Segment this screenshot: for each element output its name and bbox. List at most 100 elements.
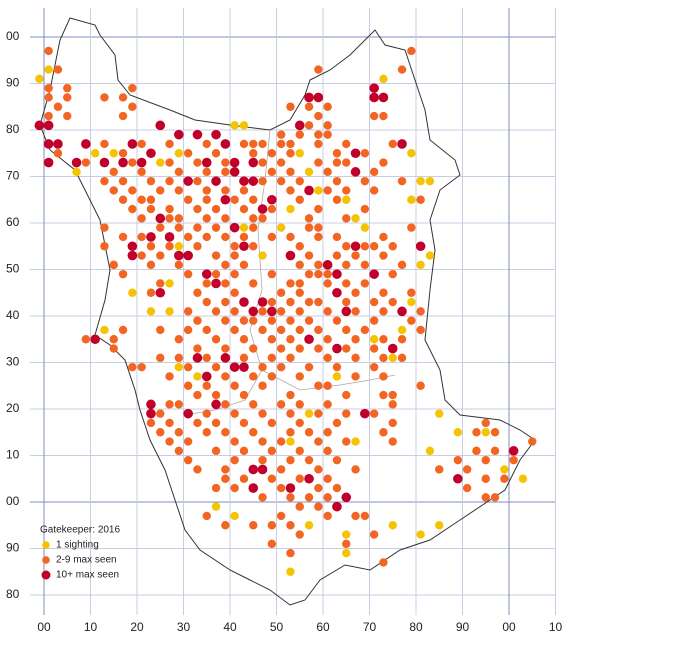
record-dot bbox=[351, 288, 360, 297]
record-dot bbox=[286, 297, 295, 307]
record-dot bbox=[230, 325, 239, 335]
record-dot bbox=[137, 167, 146, 177]
record-dot bbox=[416, 325, 425, 335]
record-dot bbox=[286, 567, 295, 576]
record-dot bbox=[193, 316, 202, 325]
record-dot bbox=[211, 269, 221, 279]
record-dot bbox=[342, 409, 351, 418]
record-dot bbox=[425, 176, 435, 186]
record-dot bbox=[127, 250, 138, 261]
record-dot bbox=[109, 149, 118, 158]
record-dot bbox=[379, 288, 388, 297]
record-dot bbox=[174, 149, 184, 158]
record-dot bbox=[258, 325, 267, 335]
record-dot bbox=[435, 521, 444, 530]
record-dot bbox=[249, 316, 258, 325]
record-dot bbox=[211, 399, 221, 410]
record-dot bbox=[202, 214, 211, 223]
y-label: 90 bbox=[6, 76, 20, 90]
record-dot bbox=[314, 381, 323, 390]
record-dot bbox=[360, 149, 370, 158]
record-dot bbox=[369, 242, 379, 251]
record-dot bbox=[221, 428, 230, 437]
legend-label: 1 sighting bbox=[56, 540, 99, 551]
record-dot bbox=[351, 307, 360, 316]
record-dot bbox=[267, 418, 277, 428]
record-dot bbox=[211, 307, 221, 316]
record-dot bbox=[397, 335, 407, 344]
record-dot bbox=[127, 241, 138, 252]
record-dot bbox=[155, 287, 166, 298]
record-dot bbox=[267, 297, 277, 307]
record-dot bbox=[165, 279, 174, 288]
record-dot bbox=[220, 194, 231, 205]
record-dot bbox=[286, 279, 295, 288]
legend-label: 10+ max seen bbox=[56, 570, 119, 581]
record-dot bbox=[304, 223, 314, 232]
record-dot bbox=[387, 343, 398, 354]
record-dot bbox=[332, 149, 342, 158]
record-dot bbox=[193, 418, 202, 428]
record-dot bbox=[342, 297, 351, 307]
record-dot bbox=[118, 269, 128, 279]
record-dot bbox=[221, 297, 230, 307]
record-dot bbox=[193, 242, 202, 251]
record-dot bbox=[239, 223, 249, 232]
record-dot bbox=[304, 316, 314, 325]
record-dot bbox=[295, 418, 304, 428]
record-dot bbox=[286, 455, 295, 465]
record-dot bbox=[43, 120, 54, 131]
record-dot bbox=[258, 214, 267, 223]
record-dot bbox=[314, 502, 323, 511]
record-dot bbox=[360, 242, 370, 251]
record-dot bbox=[462, 465, 472, 474]
record-dot bbox=[267, 474, 277, 483]
record-dot bbox=[221, 372, 230, 381]
record-dot bbox=[239, 260, 249, 270]
record-dot bbox=[342, 548, 351, 558]
record-dot bbox=[221, 260, 230, 270]
record-dot bbox=[211, 149, 221, 158]
record-dot bbox=[174, 242, 184, 251]
record-dot bbox=[388, 242, 397, 251]
record-dot bbox=[276, 362, 286, 372]
record-dot bbox=[379, 158, 388, 167]
record-dot bbox=[128, 204, 137, 214]
record-dot bbox=[397, 325, 407, 335]
record-dot bbox=[63, 83, 72, 93]
record-dot bbox=[202, 409, 211, 418]
record-dot bbox=[342, 195, 351, 204]
record-dot bbox=[164, 232, 175, 242]
record-dot bbox=[267, 167, 277, 177]
record-dot bbox=[304, 455, 314, 465]
record-dot bbox=[286, 521, 295, 530]
record-dot bbox=[276, 465, 286, 474]
record-dot bbox=[332, 455, 342, 465]
record-dot bbox=[332, 269, 342, 279]
record-dot bbox=[369, 269, 379, 279]
record-dot bbox=[295, 176, 304, 186]
record-dot bbox=[100, 325, 109, 335]
record-dot bbox=[118, 195, 128, 204]
record-dot bbox=[369, 167, 379, 177]
record-dot bbox=[128, 288, 137, 297]
record-dot bbox=[221, 279, 230, 288]
record-dot bbox=[304, 92, 314, 103]
record-dot bbox=[183, 250, 193, 261]
record-dot bbox=[351, 372, 360, 381]
record-dot bbox=[44, 65, 53, 74]
record-dot bbox=[146, 260, 156, 270]
record-dot bbox=[435, 465, 444, 474]
record-dot bbox=[156, 353, 165, 363]
record-dot bbox=[350, 241, 361, 252]
record-dot bbox=[323, 167, 332, 177]
record-dot bbox=[369, 362, 379, 372]
record-dot bbox=[351, 437, 360, 446]
x-label: 80 bbox=[409, 620, 423, 634]
legend-title: Gatekeeper: 2016 bbox=[40, 525, 120, 536]
record-dot bbox=[146, 399, 156, 410]
record-dot bbox=[332, 418, 342, 428]
record-dot bbox=[276, 288, 286, 297]
record-dot bbox=[248, 157, 259, 168]
record-dot bbox=[81, 158, 91, 167]
